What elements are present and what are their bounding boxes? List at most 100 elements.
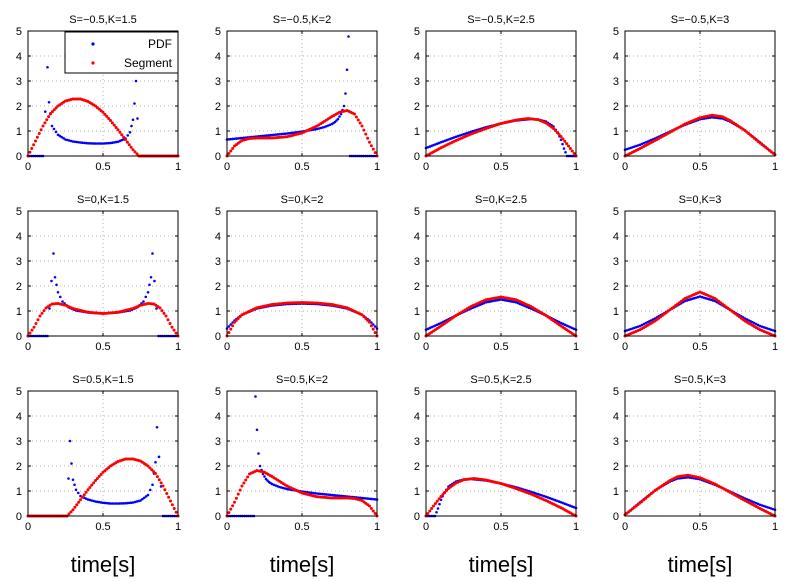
x-axis-label: time[s] (71, 552, 136, 577)
segment-point (34, 322, 38, 325)
pdf-point (342, 104, 346, 108)
pdf-point (73, 483, 76, 487)
panel-title: S=0.5,K=1.5 (72, 374, 133, 386)
y-tick-label: 0 (613, 511, 619, 523)
pdf-point (362, 496, 366, 500)
y-tick-label: 0 (215, 151, 221, 163)
y-tick-label: 4 (16, 231, 22, 243)
segment-point (97, 474, 101, 478)
segment-point (563, 139, 567, 143)
y-tick-label: 5 (613, 206, 619, 218)
pdf-point (235, 137, 238, 140)
pdf-point (236, 137, 240, 140)
pdf-point (280, 132, 283, 136)
segment-point (99, 472, 103, 476)
pdf-point (103, 142, 107, 145)
x-tick-label: 0 (224, 521, 230, 533)
y-tick-label: 3 (414, 436, 420, 448)
pdf-point (141, 497, 144, 501)
segment-point (565, 142, 569, 146)
segment-point (82, 493, 86, 497)
y-tick-label: 1 (613, 306, 619, 318)
segment-point (441, 493, 445, 496)
x-tick-label: 1 (175, 341, 181, 353)
y-tick-label: 4 (414, 51, 420, 63)
segment-point (433, 502, 437, 506)
x-tick-label: 0 (622, 161, 628, 173)
pdf-point (56, 290, 60, 294)
x-tick-label: 0.5 (294, 161, 309, 173)
segment-point (168, 322, 172, 325)
legend-marker-segment (91, 61, 95, 65)
y-tick-label: 4 (16, 51, 22, 63)
panel-title: S=−0.5,K=2.5 (467, 14, 535, 26)
segment-point (373, 151, 377, 155)
subplot-9: S=0.5,K=1.5 0 0.5 1 0 1 2 3 4 5 time[s] (16, 374, 181, 577)
segment-point (244, 478, 248, 482)
y-tick-label: 2 (613, 281, 619, 293)
x-tick-label: 0 (423, 161, 429, 173)
segment-point (373, 331, 377, 335)
axes-background (425, 210, 577, 337)
segment-point (116, 128, 120, 132)
pdf-point (368, 497, 371, 501)
pdf-point (438, 502, 441, 506)
segment-point (368, 140, 371, 144)
pdf-point (43, 110, 47, 113)
y-tick-label: 1 (215, 306, 221, 318)
pdf-point (146, 290, 150, 294)
segment-point (28, 150, 32, 154)
segment-point (561, 137, 565, 141)
y-tick-label: 4 (16, 411, 22, 423)
x-tick-label: 1 (772, 161, 778, 173)
segment-point (42, 309, 46, 313)
segment-point (107, 116, 111, 120)
y-tick-label: 5 (613, 386, 619, 398)
y-tick-label: 3 (414, 256, 420, 268)
segment-point (233, 320, 236, 324)
subplot-2: S=−0.5,K=2 0 0.5 1 0 1 2 3 4 5 (215, 14, 380, 173)
pdf-point (105, 501, 109, 505)
x-tick-label: 0.5 (692, 521, 707, 533)
segment-point (45, 118, 49, 122)
segment-point (360, 313, 364, 317)
y-tick-label: 3 (215, 76, 221, 88)
pdf-point (338, 115, 341, 118)
y-tick-label: 2 (16, 461, 22, 473)
y-tick-label: 2 (414, 461, 420, 473)
pdf-point (157, 455, 161, 459)
segment-point (75, 503, 79, 507)
y-tick-label: 3 (215, 436, 221, 448)
pdf-point (255, 428, 259, 432)
y-tick-label: 2 (414, 281, 420, 293)
pdf-point (126, 134, 130, 137)
y-tick-label: 3 (215, 256, 221, 268)
pdf-point (364, 497, 368, 500)
segment-point (174, 510, 178, 514)
pdf-point (371, 497, 375, 501)
pdf-point (265, 134, 268, 137)
pdf-point (127, 501, 131, 505)
pdf-point (257, 452, 260, 455)
segment-point (36, 318, 40, 322)
segment-point (165, 492, 169, 495)
pdf-point (281, 132, 285, 136)
pdf-point (227, 138, 231, 141)
pdf-point (58, 134, 62, 138)
segment-point (362, 315, 366, 319)
y-tick-label: 0 (16, 511, 22, 523)
y-tick-label: 5 (215, 386, 221, 398)
pdf-point (149, 275, 153, 279)
segment-point (34, 139, 37, 143)
pdf-point (283, 132, 287, 135)
pdf-point (270, 133, 274, 137)
x-tick-label: 1 (374, 521, 380, 533)
x-axis-label: time[s] (469, 552, 534, 577)
segment-point (95, 476, 99, 480)
legend: PDF Segment (64, 31, 179, 74)
pdf-point (347, 35, 350, 38)
segment-point (227, 331, 231, 335)
x-tick-label: 1 (175, 521, 181, 533)
pdf-point (133, 102, 136, 105)
